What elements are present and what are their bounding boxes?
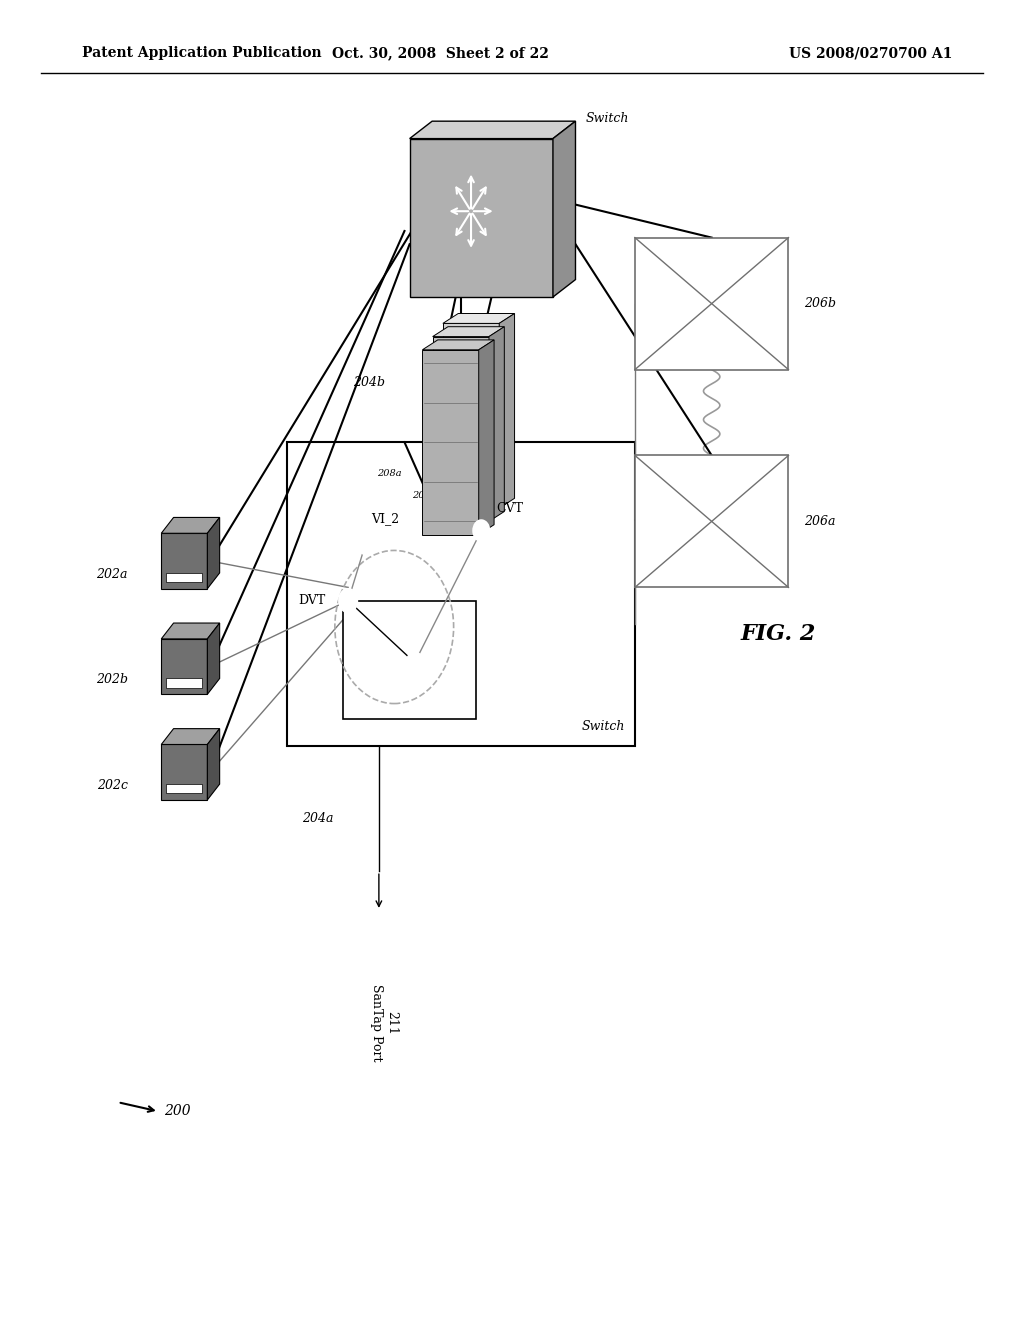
- Polygon shape: [162, 517, 219, 533]
- Polygon shape: [410, 139, 553, 297]
- Polygon shape: [166, 784, 202, 793]
- Text: 206a: 206a: [804, 515, 836, 528]
- Polygon shape: [422, 350, 479, 535]
- Polygon shape: [166, 678, 202, 688]
- Text: 202a: 202a: [96, 568, 128, 581]
- Text: 208b: 208b: [413, 491, 437, 500]
- Text: Switch: Switch: [586, 112, 629, 125]
- Bar: [343, 601, 476, 719]
- Polygon shape: [489, 326, 505, 521]
- Text: DVT: DVT: [298, 594, 326, 607]
- Polygon shape: [500, 313, 515, 508]
- Text: 211
SanTap Port: 211 SanTap Port: [370, 985, 398, 1061]
- Polygon shape: [553, 121, 575, 297]
- Polygon shape: [162, 533, 207, 589]
- Polygon shape: [207, 729, 219, 800]
- Polygon shape: [432, 326, 505, 337]
- Polygon shape: [442, 323, 500, 508]
- Polygon shape: [479, 339, 495, 535]
- Polygon shape: [166, 573, 202, 582]
- Text: VI_1: VI_1: [425, 692, 454, 705]
- Text: VI_2: VI_2: [371, 512, 398, 525]
- Polygon shape: [442, 313, 515, 323]
- Circle shape: [407, 652, 423, 673]
- Text: SANTap: SANTap: [382, 638, 437, 651]
- Circle shape: [473, 520, 489, 541]
- Text: 202c: 202c: [97, 779, 128, 792]
- Polygon shape: [410, 121, 575, 139]
- Bar: [287, 442, 635, 746]
- Text: 214: 214: [397, 673, 422, 686]
- Polygon shape: [422, 339, 495, 350]
- Text: FIG. 2: FIG. 2: [740, 623, 816, 644]
- Text: 206b: 206b: [804, 297, 836, 310]
- Text: CVT: CVT: [497, 502, 523, 515]
- Circle shape: [339, 589, 357, 612]
- Polygon shape: [162, 729, 219, 744]
- Text: Patent Application Publication: Patent Application Publication: [82, 46, 322, 61]
- Text: 200: 200: [164, 1105, 190, 1118]
- Polygon shape: [207, 517, 219, 589]
- Polygon shape: [162, 744, 207, 800]
- Text: 202b: 202b: [96, 673, 128, 686]
- Bar: [635, 455, 788, 587]
- Polygon shape: [207, 623, 219, 694]
- Polygon shape: [432, 337, 489, 521]
- Text: 204b: 204b: [353, 376, 385, 389]
- Text: US 2008/0270700 A1: US 2008/0270700 A1: [788, 46, 952, 61]
- Text: Oct. 30, 2008  Sheet 2 of 22: Oct. 30, 2008 Sheet 2 of 22: [332, 46, 549, 61]
- Text: 204a: 204a: [302, 812, 334, 825]
- Polygon shape: [162, 623, 219, 639]
- Bar: [635, 238, 788, 370]
- Polygon shape: [162, 639, 207, 694]
- Text: Switch: Switch: [582, 719, 625, 733]
- Circle shape: [357, 533, 374, 554]
- Text: 208c: 208c: [443, 512, 468, 521]
- Text: 208a: 208a: [377, 469, 401, 478]
